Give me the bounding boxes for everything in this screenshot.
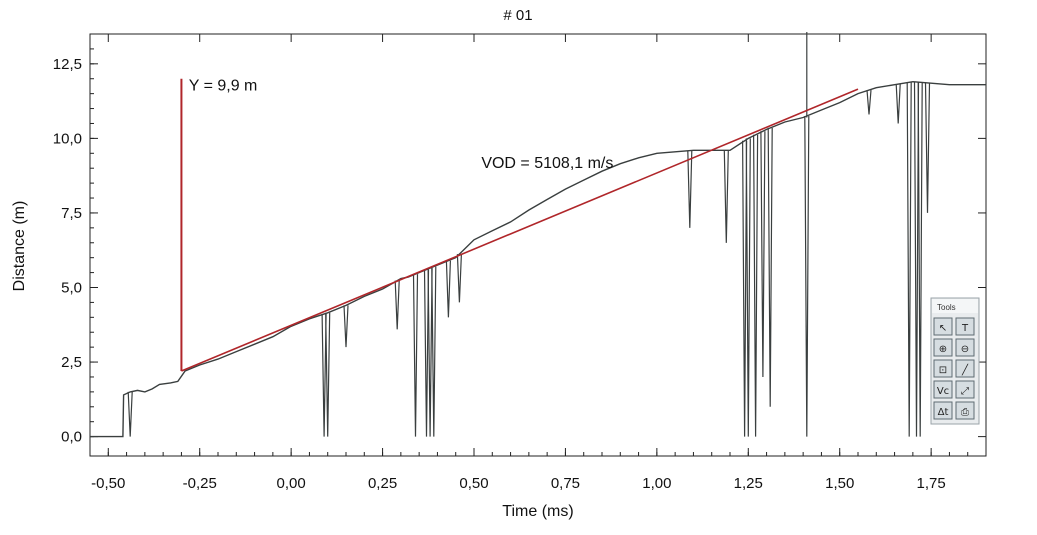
signal-dropout-23 <box>917 82 923 437</box>
zoom-in-tool-icon: ⊕ <box>939 344 947 355</box>
y-tick-label-4: 10,0 <box>53 130 82 147</box>
signal-dropout-21 <box>906 82 912 437</box>
y-tick-labels: 0,0 2,5 5,0 7,5 10,0 12,5 <box>53 56 82 446</box>
y-annotation: Y = 9,9 m <box>189 78 258 95</box>
signal-dropout-14 <box>745 138 751 437</box>
signal-dropout-15 <box>753 134 759 437</box>
signal-dropout-20 <box>895 84 901 124</box>
y-axis-label: Distance (m) <box>11 201 28 292</box>
zoom-out-tool-frame <box>955 338 975 357</box>
signal-dropout-16 <box>760 131 766 378</box>
delta-tool-button[interactable]: Δt <box>933 401 953 420</box>
signal-dropout-4 <box>394 280 400 330</box>
signal-dropout-5 <box>412 274 419 437</box>
pointer-tool-icon: ↖ <box>939 323 947 334</box>
x-tick-label-5: 0,75 <box>551 475 580 492</box>
signal-dropout-3 <box>343 305 349 348</box>
zoom-out-tool-icon: ⊖ <box>961 344 969 355</box>
y-tick-label-0: 0,0 <box>61 429 82 446</box>
print-tool-frame <box>955 401 975 420</box>
measure-tool-button[interactable]: ⤢ <box>955 380 975 399</box>
y-tick-label-1: 2,5 <box>61 354 82 371</box>
text-tool-button[interactable]: T <box>955 317 975 336</box>
print-tool-button[interactable]: ⎙ <box>955 401 975 420</box>
x-tick-label-4: 0,50 <box>459 475 488 492</box>
chart-title: # 01 <box>503 7 532 24</box>
zoom-box-tool-frame <box>933 359 953 378</box>
x-tick-label-0: -0,50 <box>91 475 125 492</box>
signal-dropout-8 <box>431 266 437 437</box>
signal-dropout-19 <box>866 90 872 115</box>
vod-tool-button[interactable]: Vc <box>933 380 953 399</box>
x-tick-label-2: 0,00 <box>277 475 306 492</box>
signal-dropout-1 <box>321 313 327 437</box>
text-tool-frame <box>955 317 975 336</box>
signal-dropout-2 <box>325 312 331 437</box>
plot-frame <box>89 33 987 457</box>
measure-tool-frame <box>955 380 975 399</box>
pointer-tool-frame <box>933 317 953 336</box>
measure-tool-icon: ⤢ <box>961 386 969 397</box>
vod-annotation: VOD = 5108,1 m/s <box>481 155 613 172</box>
delta-tool-icon: Δt <box>938 407 949 418</box>
signal-dropout-17 <box>767 127 773 407</box>
distance-signal-line <box>90 80 986 438</box>
signal-dropout-18 <box>804 115 810 437</box>
x-tick-label-3: 0,25 <box>368 475 397 492</box>
signal-dropout-0 <box>127 391 133 437</box>
signal-dropout-10 <box>456 254 462 303</box>
y-tick-label-3: 7,5 <box>61 205 82 222</box>
zoom-out-tool-button[interactable]: ⊖ <box>955 338 975 357</box>
zoom-box-tool-icon: ⊡ <box>939 365 947 376</box>
text-tool-icon: T <box>961 323 969 334</box>
zoom-box-tool-button[interactable]: ⊡ <box>933 359 953 378</box>
tools-panel-header <box>932 299 978 313</box>
signal-dropout-6 <box>423 269 430 437</box>
x-tick-label-7: 1,25 <box>734 475 763 492</box>
zoom-in-tool-button[interactable]: ⊕ <box>933 338 953 357</box>
x-tick-label-9: 1,75 <box>917 475 946 492</box>
signal-dropout-13 <box>742 140 748 437</box>
axis-ticks <box>89 33 987 456</box>
x-tick-labels: -0,50 -0,25 0,00 0,25 0,50 0,75 1,00 1,25 1,50 1,… <box>91 475 946 492</box>
tools-panel-title: Tools <box>937 303 956 312</box>
vod-fit-line <box>181 88 859 372</box>
signal-dropout-7 <box>427 268 433 437</box>
x-axis-label: Time (ms) <box>502 503 573 520</box>
vod-tool-icon: Vc <box>937 386 949 397</box>
vod-fit-series <box>181 88 859 372</box>
signal-dropout-11 <box>687 150 693 228</box>
distance-signal-series <box>90 32 986 438</box>
signal-dropout-9 <box>445 260 451 318</box>
tools-buttons: ↖ T ⊕ ⊖ ⊡ ╱ Vc ⤢ Δt ⎙ <box>933 317 975 420</box>
y-tick-label-5: 12,5 <box>53 56 82 73</box>
x-tick-label-8: 1,50 <box>825 475 854 492</box>
tools-panel[interactable]: Tools ↖ T ⊕ ⊖ ⊡ ╱ Vc ⤢ Δt ⎙ <box>930 297 980 425</box>
signal-dropout-24 <box>924 82 931 213</box>
line-tool-button[interactable]: ╱ <box>955 359 975 378</box>
zoom-in-tool-frame <box>933 338 953 357</box>
print-tool-icon: ⎙ <box>961 407 969 418</box>
delta-tool-frame <box>933 401 953 420</box>
signal-dropout-22 <box>913 81 920 437</box>
vod-tool-frame <box>933 380 953 399</box>
line-tool-icon: ╱ <box>961 363 969 376</box>
x-tick-label-1: -0,25 <box>183 475 217 492</box>
line-tool-frame <box>955 359 975 378</box>
y-tick-label-2: 5,0 <box>61 279 82 296</box>
signal-dropout-12 <box>723 150 729 243</box>
pointer-tool-button[interactable]: ↖ <box>933 317 953 336</box>
x-tick-label-6: 1,00 <box>642 475 671 492</box>
